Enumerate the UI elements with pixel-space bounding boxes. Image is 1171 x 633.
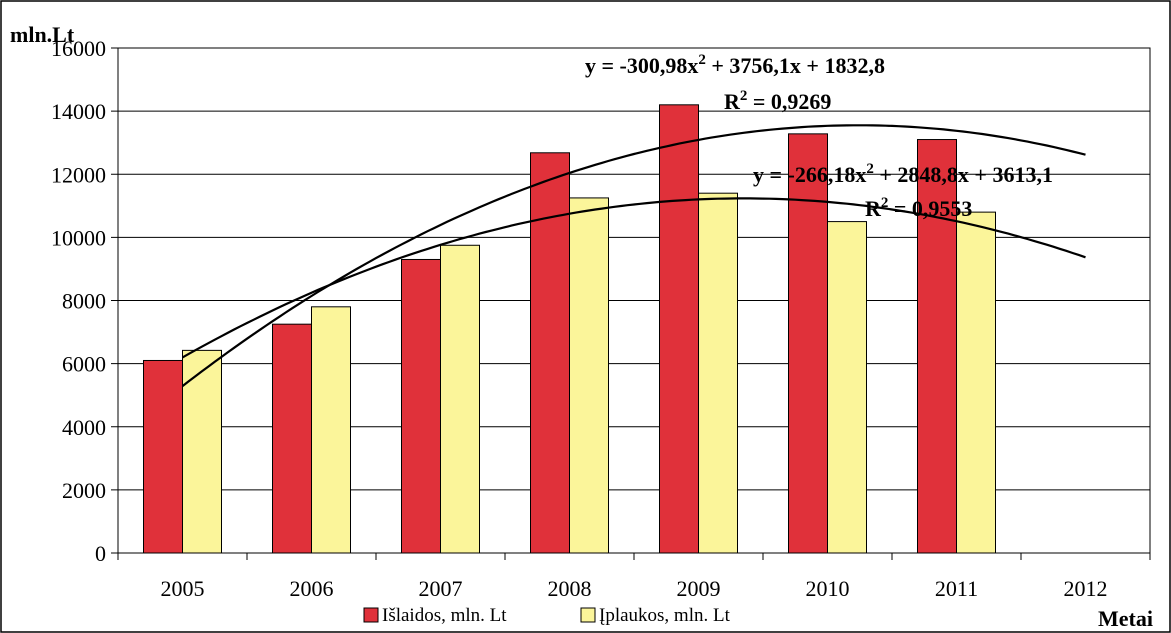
x-tick-label-2005: 2005 <box>161 576 205 601</box>
y-tick-label-6: 12000 <box>51 162 106 187</box>
trendline-1-r2-suffix: = 0,9269 <box>747 89 831 114</box>
trendline-2-equation: y = -266,18x2 + 2848,8x + 3613,1 <box>753 161 1053 187</box>
bar-series-2-2011 <box>956 211 996 554</box>
y-tick-label-7: 14000 <box>51 99 106 124</box>
y-tick-label-4: 8000 <box>62 289 106 314</box>
y-tick-label-8: 16000 <box>51 36 106 61</box>
bar-series-1-2008 <box>530 152 570 554</box>
legend-label-series-1: Išlaidos, mln. Lt <box>382 605 507 626</box>
bar-series-2-2008 <box>569 197 609 554</box>
bars <box>143 104 996 554</box>
trendline-1-equation: y = -300,98x2 + 3756,1x + 1832,8 <box>585 52 885 78</box>
y-tick-label-5: 10000 <box>51 225 106 250</box>
bar-series-1-2010 <box>788 133 828 554</box>
trendline-1-eq-prefix: y = -300,98x <box>585 53 698 78</box>
trendline-2-r2-sup: 2 <box>881 195 889 211</box>
trendline-2-eq-sup: 2 <box>866 161 874 177</box>
bar-series-1-2006 <box>272 323 312 554</box>
trendlines <box>181 124 1086 387</box>
trendline-2-eq-prefix: y = -266,18x <box>753 162 866 187</box>
axes <box>111 47 1151 560</box>
trendline-2-r2: R2 = 0,9553 <box>865 195 972 221</box>
legend: Išlaidos, mln. Lt Įplaukos, mln. Lt <box>363 605 731 626</box>
bar-series-2-2006 <box>311 306 351 554</box>
x-tick-label-2006: 2006 <box>290 576 334 601</box>
bar-series-2-2005 <box>182 349 222 554</box>
x-tick-label-2007: 2007 <box>419 576 463 601</box>
legend-swatch-series-1 <box>363 607 379 623</box>
y-axis-label: mln.Lt <box>10 22 75 47</box>
trendline-1-r2: R2 = 0,9269 <box>724 88 831 114</box>
y-tick-label-2: 4000 <box>62 415 106 440</box>
trendline-1-eq-suffix: + 3756,1x + 1832,8 <box>706 53 885 78</box>
bar-series-2-2009 <box>698 192 738 554</box>
trendline-2 <box>181 197 1086 359</box>
trendline-1-r2-sup: 2 <box>740 88 748 104</box>
x-tick-label-2010: 2010 <box>806 576 850 601</box>
trendline-2-r2-suffix: = 0,9553 <box>888 196 972 221</box>
x-tick-label-2011: 2011 <box>935 576 978 601</box>
legend-label-series-2: Įplaukos, mln. Lt <box>599 605 731 626</box>
x-axis-label: Metai <box>1098 606 1153 631</box>
x-tick-label-2012: 2012 <box>1064 576 1108 601</box>
y-tick-label-0: 0 <box>95 541 106 566</box>
y-tick-label-1: 2000 <box>62 478 106 503</box>
trendline-2-eq-suffix: + 2848,8x + 3613,1 <box>874 162 1053 187</box>
bar-series-2-2007 <box>440 244 480 554</box>
y-tick-label-3: 6000 <box>62 352 106 377</box>
bar-series-1-2007 <box>401 258 441 554</box>
bar-series-1-2005 <box>143 359 183 554</box>
trendline-1-r2-prefix: R <box>724 89 741 114</box>
bar-series-2-2010 <box>827 221 867 554</box>
legend-swatch-series-2 <box>580 607 596 623</box>
x-tick-label-2009: 2009 <box>677 576 721 601</box>
labels: 0 2000 4000 6000 8000 10000 12000 14000 16000 200… <box>51 36 1108 601</box>
bar-series-1-2009 <box>659 104 699 554</box>
x-tick-label-2008: 2008 <box>548 576 592 601</box>
trendline-1-eq-sup: 2 <box>698 52 706 68</box>
trendline-2-r2-prefix: R <box>865 196 882 221</box>
